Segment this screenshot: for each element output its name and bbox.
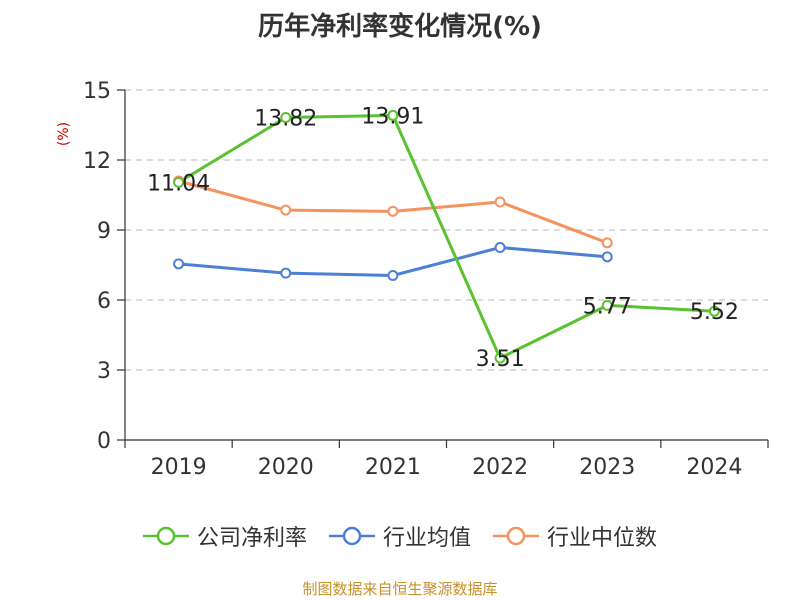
data-label: 5.52 bbox=[690, 300, 739, 325]
x-tick-label: 2024 bbox=[686, 455, 742, 480]
x-tick-label: 2020 bbox=[258, 455, 314, 480]
data-point bbox=[173, 176, 185, 188]
data-point bbox=[494, 352, 506, 364]
data-labels: 11.04 13.82 13.91 3.51 5.77 5.52 bbox=[147, 104, 739, 372]
series-points bbox=[173, 109, 720, 364]
legend-label: 行业均值 bbox=[382, 526, 471, 551]
series-line bbox=[177, 113, 715, 360]
legend-swatch-icon bbox=[328, 526, 375, 546]
legend-item[interactable]: 公司净利率 bbox=[142, 520, 307, 552]
legend-swatch-icon bbox=[493, 526, 539, 546]
y-tick-label: 3 bbox=[97, 359, 111, 384]
data-label: 5.77 bbox=[583, 294, 632, 319]
x-tick-label: 2021 bbox=[365, 455, 421, 480]
data-point bbox=[280, 112, 292, 124]
data-point bbox=[387, 109, 399, 121]
data-point bbox=[173, 258, 185, 270]
data-point bbox=[601, 251, 613, 263]
legend: 公司净利率 行业均值 行业中位数 bbox=[0, 520, 800, 552]
series-lines bbox=[177, 113, 715, 360]
x-tick-label: 2022 bbox=[472, 455, 528, 480]
data-point bbox=[387, 205, 399, 217]
legend-item[interactable]: 行业均值 bbox=[328, 520, 471, 552]
data-point bbox=[280, 204, 292, 216]
data-label: 11.04 bbox=[147, 171, 210, 196]
data-point bbox=[601, 299, 613, 311]
data-point bbox=[494, 242, 506, 253]
data-point bbox=[601, 237, 613, 249]
grid-lines bbox=[125, 89, 768, 371]
data-point bbox=[494, 196, 506, 208]
legend-swatch-icon bbox=[142, 526, 189, 546]
data-label: 3.51 bbox=[476, 347, 525, 372]
data-point bbox=[387, 270, 399, 281]
y-tick-label: 12 bbox=[83, 149, 111, 174]
y-tick-label: 15 bbox=[83, 79, 111, 104]
x-tick-label: 2019 bbox=[151, 455, 207, 480]
data-label: 13.82 bbox=[254, 107, 317, 132]
data-point bbox=[280, 267, 292, 279]
chart-title: 历年净利率变化情况(%) bbox=[258, 12, 542, 42]
y-tick-label: 9 bbox=[97, 219, 111, 244]
y-tick-label: 6 bbox=[97, 289, 111, 314]
axes: 0 3 6 9 12 15 2019 2020 2021 2022 2023 2024 bbox=[83, 79, 769, 480]
source-footer: 制图数据来自恒生聚源数据库 bbox=[302, 580, 498, 598]
data-label: 13.91 bbox=[361, 104, 424, 129]
y-tick-label: 0 bbox=[97, 429, 111, 454]
x-tick-label: 2023 bbox=[579, 455, 635, 480]
legend-label: 行业中位数 bbox=[547, 526, 658, 551]
legend-item[interactable]: 行业中位数 bbox=[493, 520, 657, 552]
legend-label: 公司净利率 bbox=[196, 526, 307, 551]
data-point bbox=[708, 305, 720, 317]
